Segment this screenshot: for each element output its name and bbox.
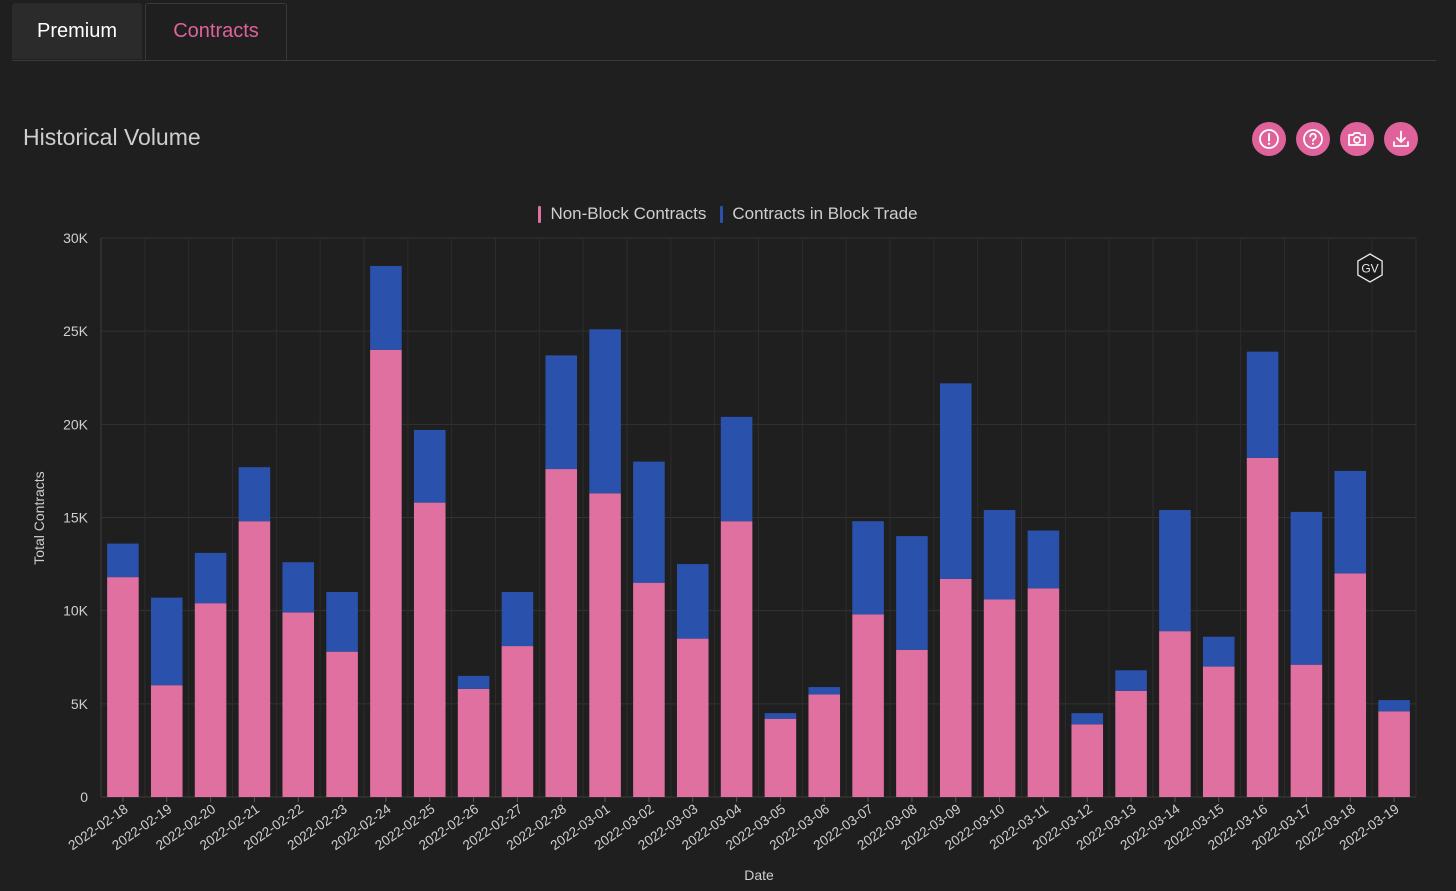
bar-non-block[interactable] <box>413 502 446 797</box>
bar-non-block[interactable] <box>896 649 928 797</box>
bar-block[interactable] <box>545 355 578 470</box>
bar-block[interactable] <box>808 687 841 695</box>
bar-non-block[interactable] <box>194 603 227 797</box>
info-icon <box>1259 129 1279 149</box>
bar-block[interactable] <box>896 536 928 650</box>
bar-non-block[interactable] <box>238 521 271 797</box>
tab-bar: Premium Contracts <box>12 3 1436 61</box>
bar-non-block[interactable] <box>852 614 884 797</box>
help-button[interactable] <box>1296 122 1330 156</box>
y-tick-label: 10K <box>63 603 89 619</box>
bar-block[interactable] <box>370 265 402 350</box>
bar-non-block[interactable] <box>1071 724 1104 797</box>
bar-non-block[interactable] <box>150 685 183 797</box>
bar-non-block[interactable] <box>983 599 1016 797</box>
chart-legend: Non-Block Contracts Contracts in Block T… <box>0 204 1456 224</box>
bar-block[interactable] <box>1202 636 1235 667</box>
bar-block[interactable] <box>194 552 227 604</box>
x-axis-ticks: 2022-02-182022-02-192022-02-202022-02-21… <box>65 797 1402 853</box>
y-axis-label: Total Contracts <box>31 471 47 564</box>
bar-block[interactable] <box>282 562 315 613</box>
y-tick-label: 5K <box>71 696 89 712</box>
bar-block[interactable] <box>150 597 183 686</box>
bar-block[interactable] <box>1334 470 1367 574</box>
bar-block[interactable] <box>1246 351 1279 458</box>
bar-block[interactable] <box>1378 700 1410 712</box>
bar-non-block[interactable] <box>545 469 578 797</box>
bar-block[interactable] <box>720 416 753 522</box>
bar-non-block[interactable] <box>282 612 315 797</box>
y-tick-label: 0 <box>80 789 88 805</box>
bar-non-block[interactable] <box>326 651 358 797</box>
bar-non-block[interactable] <box>676 638 709 797</box>
tab-contracts[interactable]: Contracts <box>145 3 287 60</box>
bar-non-block[interactable] <box>1378 711 1410 797</box>
bar-non-block[interactable] <box>720 521 753 797</box>
bar-block[interactable] <box>1115 670 1147 691</box>
bar-non-block[interactable] <box>370 349 402 797</box>
bar-block[interactable] <box>1290 511 1323 665</box>
svg-text:GV: GV <box>1361 262 1378 276</box>
tab-premium[interactable]: Premium <box>12 3 142 59</box>
download-icon <box>1393 130 1409 147</box>
legend-item-non-block[interactable]: Non-Block Contracts <box>538 204 706 224</box>
bar-non-block[interactable] <box>1334 573 1367 797</box>
bar-non-block[interactable] <box>1246 457 1279 797</box>
help-icon <box>1303 129 1323 149</box>
bar-non-block[interactable] <box>808 694 841 797</box>
bar-non-block[interactable] <box>1290 664 1323 797</box>
screenshot-button[interactable] <box>1340 122 1374 156</box>
bar-block[interactable] <box>633 461 665 583</box>
y-tick-label: 30K <box>63 230 89 246</box>
bar-block[interactable] <box>457 675 490 689</box>
bar-non-block[interactable] <box>107 577 139 797</box>
bar-block[interactable] <box>107 543 139 578</box>
bar-block[interactable] <box>413 429 446 503</box>
y-tick-label: 20K <box>63 416 89 432</box>
y-tick-label: 15K <box>63 510 89 526</box>
bar-block[interactable] <box>1071 713 1104 725</box>
legend-swatch-block <box>720 205 724 223</box>
bar-block[interactable] <box>1027 530 1060 589</box>
download-button[interactable] <box>1384 122 1418 156</box>
bar-block[interactable] <box>1159 510 1191 632</box>
bar-non-block[interactable] <box>1159 631 1191 797</box>
bar-block[interactable] <box>238 467 271 522</box>
bar-block[interactable] <box>501 592 534 647</box>
legend-label-block: Contracts in Block Trade <box>732 204 918 223</box>
gv-logo-icon: GV <box>1357 253 1383 283</box>
bar-non-block[interactable] <box>589 493 621 797</box>
chart-bars <box>107 265 1410 797</box>
bar-block[interactable] <box>983 510 1016 600</box>
bar-block[interactable] <box>326 592 358 652</box>
panel-title: Historical Volume <box>23 124 201 150</box>
bar-non-block[interactable] <box>1115 690 1147 797</box>
bar-non-block[interactable] <box>457 688 490 797</box>
bar-non-block[interactable] <box>939 578 972 797</box>
bar-non-block[interactable] <box>501 646 534 797</box>
x-axis-label: Date <box>744 867 774 883</box>
bar-non-block[interactable] <box>1027 588 1060 797</box>
legend-label-non-block: Non-Block Contracts <box>550 204 707 223</box>
legend-swatch-non-block <box>538 205 542 223</box>
y-axis-ticks: 0 5K 10K 15K 20K 25K 30K <box>63 230 89 805</box>
chart-grid <box>100 237 1417 798</box>
bar-block[interactable] <box>676 564 709 639</box>
bar-block[interactable] <box>852 521 884 615</box>
bar-block[interactable] <box>589 329 621 494</box>
bar-non-block[interactable] <box>1202 666 1235 797</box>
bar-non-block[interactable] <box>633 582 665 797</box>
bar-block[interactable] <box>764 713 797 719</box>
camera-icon <box>1348 132 1366 146</box>
legend-item-block[interactable]: Contracts in Block Trade <box>720 204 918 224</box>
info-button[interactable] <box>1252 122 1286 156</box>
bar-block[interactable] <box>939 383 972 579</box>
bar-non-block[interactable] <box>764 718 797 797</box>
y-tick-label: 25K <box>63 323 89 339</box>
